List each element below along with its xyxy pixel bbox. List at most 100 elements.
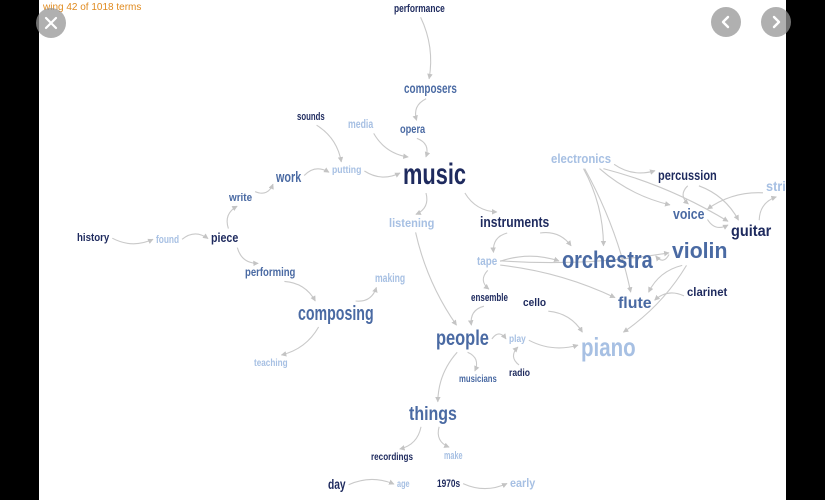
graph-edge xyxy=(698,185,739,221)
graph-edges xyxy=(112,16,777,490)
chevron-right-icon xyxy=(772,15,781,29)
chevron-left-icon xyxy=(721,15,730,29)
graph-edge xyxy=(540,232,572,247)
graph-edge xyxy=(464,192,498,215)
graph-term-opera: opera xyxy=(400,122,425,136)
graph-edge xyxy=(603,168,729,222)
term-count-status: wing 42 of 1018 terms xyxy=(43,2,142,13)
graph-edge xyxy=(415,232,457,326)
graph-edge xyxy=(364,170,401,178)
graph-edge xyxy=(284,280,316,302)
graph-term-ensemble: ensemble xyxy=(471,292,508,304)
graph-term-recordings: recordings xyxy=(371,452,413,463)
next-image-button[interactable] xyxy=(761,7,791,37)
graph-edge xyxy=(758,195,777,221)
graph-edge xyxy=(435,351,458,403)
graph-term-piece: piece xyxy=(211,230,238,245)
graph-term-make: make xyxy=(444,450,463,462)
graph-term-piano: piano xyxy=(581,332,636,362)
graph-term-flute: flute xyxy=(618,295,652,312)
graph-edge xyxy=(655,254,670,262)
graph-edge xyxy=(528,339,579,350)
graph-edge xyxy=(280,326,320,357)
graph-term-day: day xyxy=(328,476,346,492)
image-viewer: performance composers sounds media opera work… xyxy=(39,0,786,500)
graph-edge xyxy=(648,264,683,293)
graph-term-violin: violin xyxy=(672,238,727,263)
graph-edge xyxy=(420,16,433,80)
graph-edge xyxy=(491,333,507,340)
graph-term-1970s: 1970s xyxy=(437,478,460,490)
graph-term-performance: performance xyxy=(394,3,445,15)
graph-term-cello: cello xyxy=(523,297,546,309)
graph-edge xyxy=(707,192,764,210)
graph-edge xyxy=(254,183,274,194)
graph-term-orchestra: orchestra xyxy=(562,247,653,274)
graph-term-write: write xyxy=(228,192,252,204)
graph-term-voice: voice xyxy=(673,206,705,223)
graph-edge xyxy=(303,167,330,176)
graph-terms: performance composers sounds media opera work… xyxy=(77,3,786,492)
graph-term-work: work xyxy=(275,169,301,186)
graph-term-composing: composing xyxy=(298,303,374,325)
word-association-graph: performance composers sounds media opera work… xyxy=(77,3,786,492)
graph-edge xyxy=(355,286,378,302)
graph-edge xyxy=(707,219,729,230)
previous-image-button[interactable] xyxy=(711,7,741,37)
graph-term-radio: radio xyxy=(509,368,530,379)
graph-term-putting: putting xyxy=(332,165,361,176)
graph-edge xyxy=(462,483,508,490)
graph-term-sounds: sounds xyxy=(297,111,325,123)
graph-edge xyxy=(467,351,480,372)
graph-term-teaching: teaching xyxy=(254,358,288,369)
graph-edge xyxy=(412,98,427,121)
graph-edge xyxy=(548,310,583,333)
graph-edge xyxy=(512,346,520,366)
graph-edge xyxy=(482,270,490,290)
graph-term-age: age xyxy=(397,479,410,490)
close-button[interactable] xyxy=(36,8,66,38)
graph-term-performing: performing xyxy=(245,265,295,279)
graph-term-media: media xyxy=(348,117,373,131)
graph-term-composers: composers xyxy=(404,80,457,96)
graph-edge xyxy=(682,185,689,205)
graph-edge xyxy=(348,478,395,486)
graph-term-music: music xyxy=(403,158,466,191)
graph-term-found: found xyxy=(156,234,179,246)
graph-edge xyxy=(654,292,685,301)
graph-term-people: people xyxy=(436,327,489,350)
graph-edge xyxy=(500,250,670,264)
graph-edge xyxy=(373,133,409,159)
graph-edge xyxy=(181,233,209,240)
graph-term-early: early xyxy=(510,476,535,490)
graph-term-guitar: guitar xyxy=(731,223,771,240)
graph-term-instruments: instruments xyxy=(480,214,549,231)
graph-term-things: things xyxy=(409,404,457,425)
graph-edge xyxy=(599,168,671,207)
graph-term-play: play xyxy=(509,334,526,345)
graph-edge xyxy=(613,163,656,175)
graph-edge xyxy=(490,232,508,253)
graph-edge xyxy=(584,168,633,293)
graph-edge xyxy=(437,426,450,448)
graph-term-musicians: musicians xyxy=(459,374,497,385)
graph-edge xyxy=(500,264,616,299)
graph-edge xyxy=(399,426,422,451)
graph-edge xyxy=(583,168,607,247)
graph-term-tape: tape xyxy=(477,254,497,268)
graph-edge xyxy=(112,237,154,245)
graph-term-electronics: electronics xyxy=(551,151,611,166)
graph-term-history: history xyxy=(77,232,110,244)
graph-edge xyxy=(415,192,428,215)
graph-edge xyxy=(236,247,259,267)
graph-term-percussion: percussion xyxy=(658,167,717,183)
graph-edge xyxy=(226,205,238,229)
close-icon xyxy=(44,16,58,30)
graph-edge xyxy=(316,124,344,163)
graph-term-making: making xyxy=(375,271,405,285)
graph-edge xyxy=(467,305,485,326)
graph-term-clarinet: clarinet xyxy=(687,285,727,299)
graph-edge xyxy=(622,265,687,333)
graph-term-string: string xyxy=(766,178,786,194)
